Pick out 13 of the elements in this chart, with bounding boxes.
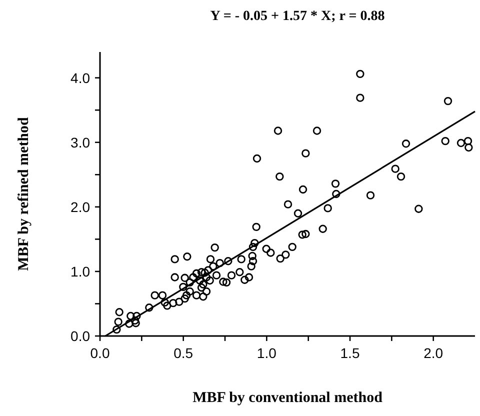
x-tick-label: 0.0 xyxy=(90,345,110,361)
y-tick-label: 3.0 xyxy=(70,134,90,150)
x-tick-label: 1.5 xyxy=(340,345,360,361)
y-axis-title: MBF by refined method xyxy=(16,116,32,271)
y-tick-label: 2.0 xyxy=(70,198,90,215)
x-axis-title: MBF by conventional method xyxy=(192,390,384,406)
x-tick-label: 0.5 xyxy=(174,345,194,361)
x-tick-label: 2.0 xyxy=(424,345,444,361)
y-tick-label: 1.0 xyxy=(70,263,90,280)
x-tick-label: 1.0 xyxy=(256,345,277,361)
chart-title: Y = - 0.05 + 1.57 * X; r = 0.88 xyxy=(210,9,385,24)
y-tick-label: 4.0 xyxy=(70,70,90,86)
y-tick-label: 0.0 xyxy=(70,328,90,344)
